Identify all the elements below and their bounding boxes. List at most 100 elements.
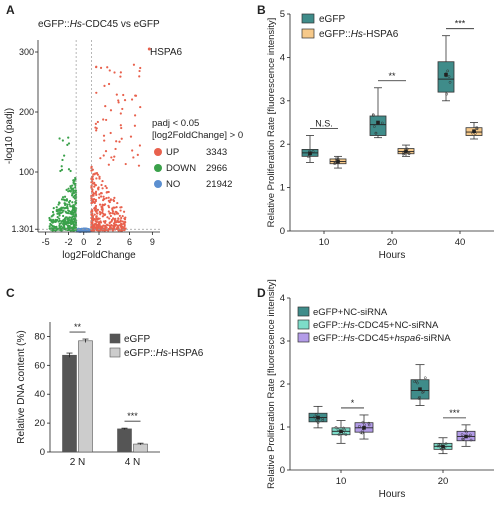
mean-marker <box>308 151 312 156</box>
point-up <box>107 82 111 86</box>
legend-label-1: eGFP::Hs-HSPA6 <box>124 348 204 359</box>
x-tick-label: 2 <box>96 237 101 247</box>
y-tick-label: 100 <box>19 167 34 177</box>
panel-c-bar-chart: C 0 20 40 60 80 2 N ** 4 N *** Relative DNA conten… <box>6 286 204 468</box>
point-up <box>113 196 116 199</box>
point-down <box>55 228 58 231</box>
y-tick-label: 0 <box>280 226 285 237</box>
point-down <box>74 186 77 189</box>
point-up <box>104 184 107 188</box>
panel-d-box-plot: D 0 1 2 3 4 10 * 20 *** Hours Relative Proliferatio… <box>257 279 494 500</box>
point-up <box>121 220 124 223</box>
legend-label-0-part-0: eGFP <box>124 334 150 345</box>
point-up <box>130 98 134 101</box>
point-up <box>95 65 98 68</box>
significance-label: *** <box>455 19 466 29</box>
point-up <box>97 222 100 225</box>
point-down <box>52 213 55 216</box>
point-up <box>111 208 114 211</box>
bar-1-0 <box>117 428 132 453</box>
legend-label-2-part-1: Hs <box>343 333 355 344</box>
point-up <box>92 191 95 195</box>
point-up <box>112 224 115 228</box>
data-point <box>311 150 315 153</box>
point-down <box>59 169 62 173</box>
y-tick-label: 1.301 <box>11 224 34 234</box>
y-tick-label: 4 <box>280 52 285 63</box>
point-down <box>72 191 76 195</box>
legend-label-no: NO <box>166 179 180 190</box>
legend-label-0-part-0: eGFP <box>319 14 345 25</box>
point-up <box>106 191 109 194</box>
point-up <box>102 118 105 121</box>
point-up <box>118 140 121 143</box>
point-up <box>108 217 111 220</box>
point-up <box>97 221 101 224</box>
point-down <box>48 225 51 228</box>
point-up <box>92 198 95 201</box>
y-tick-label: 2 <box>280 139 285 150</box>
point-down <box>68 203 71 206</box>
point-up <box>96 208 100 211</box>
volcano-points <box>48 47 151 233</box>
x-tick-label: 2 N <box>70 457 86 468</box>
point-up <box>98 175 101 178</box>
point-down <box>65 198 69 201</box>
point-up <box>112 199 116 203</box>
point-up <box>93 213 96 216</box>
point-up <box>97 186 100 189</box>
data-point <box>475 127 479 131</box>
point-up <box>113 71 116 74</box>
point-down <box>74 193 78 196</box>
x-axis-label: log2FoldChange <box>62 250 136 261</box>
point-down <box>72 218 76 221</box>
y-tick-label: 300 <box>19 47 34 57</box>
y-tick-label: 1 <box>280 422 285 433</box>
point-up <box>90 214 93 217</box>
point-up <box>124 162 127 166</box>
point-down <box>62 198 65 201</box>
mean-marker <box>404 149 408 153</box>
point-down <box>73 223 76 226</box>
panel-d-letter: D <box>257 286 266 300</box>
point-up <box>114 147 117 151</box>
point-down <box>71 226 74 229</box>
point-up <box>113 213 116 216</box>
y-tick-label: 80 <box>34 331 45 342</box>
point-up <box>131 149 134 152</box>
significance-label: *** <box>449 408 460 418</box>
data-point <box>367 421 371 425</box>
legend-label-1-part-0: eGFP:: <box>319 29 351 40</box>
data-point <box>401 152 405 156</box>
legend-label-2-part-2: -CDC45+ <box>355 333 395 344</box>
point-up <box>94 122 97 125</box>
point-down <box>53 225 57 229</box>
legend-label-up: UP <box>166 147 179 158</box>
point-up <box>116 219 119 222</box>
point-up <box>120 126 123 130</box>
point-down <box>57 227 60 230</box>
panel-a-title-part-2: -CDC45 vs eGFP <box>82 19 160 30</box>
point-up <box>139 66 142 70</box>
data-point <box>367 423 371 427</box>
point-up <box>117 217 120 220</box>
point-down <box>66 222 69 225</box>
point-up <box>119 112 122 115</box>
data-point <box>380 121 384 125</box>
point-down <box>55 218 59 222</box>
point-up <box>106 66 109 69</box>
point-down <box>52 220 55 223</box>
point-up <box>101 187 104 190</box>
point-down <box>60 168 64 171</box>
point-up <box>106 216 109 219</box>
point-down <box>58 225 61 228</box>
point-up <box>138 69 141 73</box>
mean-marker <box>444 72 448 77</box>
point-down <box>55 206 58 209</box>
point-up <box>105 186 108 190</box>
legend-label-2-part-3: hspa6 <box>395 333 422 344</box>
data-point <box>336 428 340 431</box>
x-tick-label: -5 <box>42 237 50 247</box>
point-up <box>100 208 103 211</box>
